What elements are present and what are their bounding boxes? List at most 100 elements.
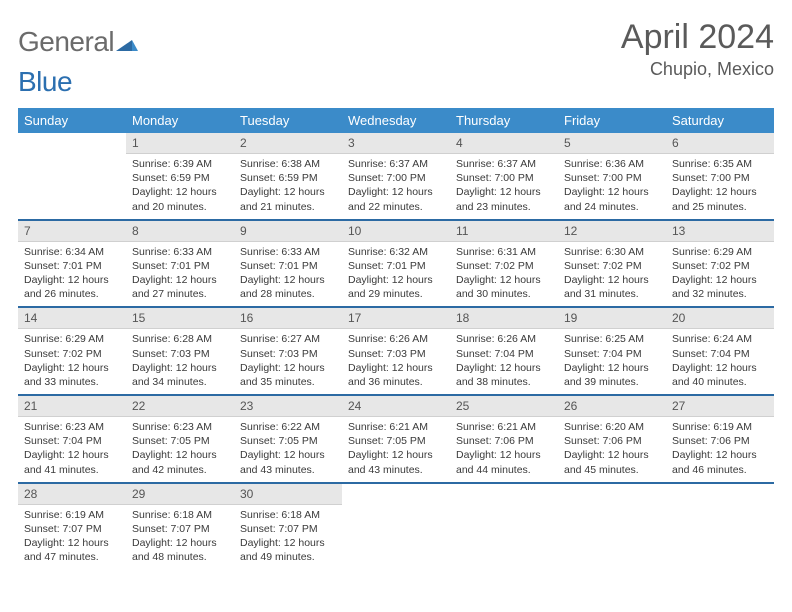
calendar-cell: 4Sunrise: 6:37 AMSunset: 7:00 PMDaylight… <box>450 133 558 220</box>
day-body: Sunrise: 6:25 AMSunset: 7:04 PMDaylight:… <box>558 329 666 394</box>
calendar-body: ..1Sunrise: 6:39 AMSunset: 6:59 PMDaylig… <box>18 133 774 569</box>
day-number: 3 <box>342 133 450 154</box>
calendar-cell: .. <box>18 133 126 220</box>
brand-word2: Blue <box>18 66 72 97</box>
day-number: 18 <box>450 308 558 329</box>
calendar-cell: 15Sunrise: 6:28 AMSunset: 7:03 PMDayligh… <box>126 307 234 395</box>
calendar-cell: .. <box>666 483 774 570</box>
calendar-week: 7Sunrise: 6:34 AMSunset: 7:01 PMDaylight… <box>18 220 774 308</box>
month-title: April 2024 <box>621 18 774 57</box>
day-number: 27 <box>666 396 774 417</box>
day-number: 13 <box>666 221 774 242</box>
location-text: Chupio, Mexico <box>621 59 774 80</box>
day-body: Sunrise: 6:23 AMSunset: 7:04 PMDaylight:… <box>18 417 126 482</box>
weekday-header: Friday <box>558 108 666 133</box>
day-number: 10 <box>342 221 450 242</box>
day-body: Sunrise: 6:36 AMSunset: 7:00 PMDaylight:… <box>558 154 666 219</box>
day-body: Sunrise: 6:23 AMSunset: 7:05 PMDaylight:… <box>126 417 234 482</box>
calendar-cell: 5Sunrise: 6:36 AMSunset: 7:00 PMDaylight… <box>558 133 666 220</box>
day-body: Sunrise: 6:32 AMSunset: 7:01 PMDaylight:… <box>342 242 450 307</box>
day-number: 17 <box>342 308 450 329</box>
day-number: 24 <box>342 396 450 417</box>
day-number: 28 <box>18 484 126 505</box>
calendar-cell: 24Sunrise: 6:21 AMSunset: 7:05 PMDayligh… <box>342 395 450 483</box>
day-body: Sunrise: 6:21 AMSunset: 7:05 PMDaylight:… <box>342 417 450 482</box>
day-body: Sunrise: 6:30 AMSunset: 7:02 PMDaylight:… <box>558 242 666 307</box>
logo-mark-icon <box>116 26 138 58</box>
day-number: 29 <box>126 484 234 505</box>
day-body: Sunrise: 6:33 AMSunset: 7:01 PMDaylight:… <box>234 242 342 307</box>
day-body: Sunrise: 6:18 AMSunset: 7:07 PMDaylight:… <box>126 505 234 570</box>
calendar-head: SundayMondayTuesdayWednesdayThursdayFrid… <box>18 108 774 133</box>
weekday-row: SundayMondayTuesdayWednesdayThursdayFrid… <box>18 108 774 133</box>
day-number: 23 <box>234 396 342 417</box>
calendar-cell: 29Sunrise: 6:18 AMSunset: 7:07 PMDayligh… <box>126 483 234 570</box>
day-number: 5 <box>558 133 666 154</box>
day-number: 12 <box>558 221 666 242</box>
calendar-cell: 19Sunrise: 6:25 AMSunset: 7:04 PMDayligh… <box>558 307 666 395</box>
day-number: 11 <box>450 221 558 242</box>
day-number: 30 <box>234 484 342 505</box>
calendar-cell: 18Sunrise: 6:26 AMSunset: 7:04 PMDayligh… <box>450 307 558 395</box>
day-number: 25 <box>450 396 558 417</box>
title-block: April 2024 Chupio, Mexico <box>621 18 774 80</box>
day-body: Sunrise: 6:37 AMSunset: 7:00 PMDaylight:… <box>450 154 558 219</box>
day-number: 16 <box>234 308 342 329</box>
day-body: Sunrise: 6:33 AMSunset: 7:01 PMDaylight:… <box>126 242 234 307</box>
calendar-cell: .. <box>450 483 558 570</box>
calendar-cell: 14Sunrise: 6:29 AMSunset: 7:02 PMDayligh… <box>18 307 126 395</box>
day-number: 15 <box>126 308 234 329</box>
day-body: Sunrise: 6:34 AMSunset: 7:01 PMDaylight:… <box>18 242 126 307</box>
calendar-cell: .. <box>342 483 450 570</box>
day-body: Sunrise: 6:27 AMSunset: 7:03 PMDaylight:… <box>234 329 342 394</box>
brand-logo: General Blue <box>18 18 138 98</box>
calendar-cell: 25Sunrise: 6:21 AMSunset: 7:06 PMDayligh… <box>450 395 558 483</box>
day-body: Sunrise: 6:26 AMSunset: 7:03 PMDaylight:… <box>342 329 450 394</box>
calendar-cell: 8Sunrise: 6:33 AMSunset: 7:01 PMDaylight… <box>126 220 234 308</box>
calendar-cell: 28Sunrise: 6:19 AMSunset: 7:07 PMDayligh… <box>18 483 126 570</box>
day-body: Sunrise: 6:38 AMSunset: 6:59 PMDaylight:… <box>234 154 342 219</box>
day-number: 21 <box>18 396 126 417</box>
day-number: 14 <box>18 308 126 329</box>
weekday-header: Sunday <box>18 108 126 133</box>
day-body: Sunrise: 6:35 AMSunset: 7:00 PMDaylight:… <box>666 154 774 219</box>
calendar-cell: 26Sunrise: 6:20 AMSunset: 7:06 PMDayligh… <box>558 395 666 483</box>
brand-text: General Blue <box>18 26 138 98</box>
day-number: 26 <box>558 396 666 417</box>
day-number: 20 <box>666 308 774 329</box>
day-body: Sunrise: 6:22 AMSunset: 7:05 PMDaylight:… <box>234 417 342 482</box>
weekday-header: Monday <box>126 108 234 133</box>
day-number: 6 <box>666 133 774 154</box>
day-body: Sunrise: 6:28 AMSunset: 7:03 PMDaylight:… <box>126 329 234 394</box>
weekday-header: Tuesday <box>234 108 342 133</box>
calendar-week: 21Sunrise: 6:23 AMSunset: 7:04 PMDayligh… <box>18 395 774 483</box>
calendar-cell: 2Sunrise: 6:38 AMSunset: 6:59 PMDaylight… <box>234 133 342 220</box>
day-body: Sunrise: 6:19 AMSunset: 7:06 PMDaylight:… <box>666 417 774 482</box>
day-number: 22 <box>126 396 234 417</box>
calendar-cell: 17Sunrise: 6:26 AMSunset: 7:03 PMDayligh… <box>342 307 450 395</box>
calendar-cell: 10Sunrise: 6:32 AMSunset: 7:01 PMDayligh… <box>342 220 450 308</box>
weekday-header: Thursday <box>450 108 558 133</box>
calendar-page: General Blue April 2024 Chupio, Mexico Su… <box>0 0 792 612</box>
day-number: 19 <box>558 308 666 329</box>
calendar-cell: 20Sunrise: 6:24 AMSunset: 7:04 PMDayligh… <box>666 307 774 395</box>
header: General Blue April 2024 Chupio, Mexico <box>18 18 774 98</box>
calendar-cell: 16Sunrise: 6:27 AMSunset: 7:03 PMDayligh… <box>234 307 342 395</box>
day-number: 1 <box>126 133 234 154</box>
day-body: Sunrise: 6:18 AMSunset: 7:07 PMDaylight:… <box>234 505 342 570</box>
day-number: 7 <box>18 221 126 242</box>
weekday-header: Wednesday <box>342 108 450 133</box>
day-body: Sunrise: 6:29 AMSunset: 7:02 PMDaylight:… <box>666 242 774 307</box>
day-number: 4 <box>450 133 558 154</box>
calendar-cell: 22Sunrise: 6:23 AMSunset: 7:05 PMDayligh… <box>126 395 234 483</box>
calendar-cell: 30Sunrise: 6:18 AMSunset: 7:07 PMDayligh… <box>234 483 342 570</box>
day-body: Sunrise: 6:39 AMSunset: 6:59 PMDaylight:… <box>126 154 234 219</box>
calendar-cell: 12Sunrise: 6:30 AMSunset: 7:02 PMDayligh… <box>558 220 666 308</box>
calendar-cell: 13Sunrise: 6:29 AMSunset: 7:02 PMDayligh… <box>666 220 774 308</box>
day-body: Sunrise: 6:20 AMSunset: 7:06 PMDaylight:… <box>558 417 666 482</box>
day-body: Sunrise: 6:31 AMSunset: 7:02 PMDaylight:… <box>450 242 558 307</box>
brand-word1: General <box>18 26 114 57</box>
calendar-cell: 6Sunrise: 6:35 AMSunset: 7:00 PMDaylight… <box>666 133 774 220</box>
calendar-cell: 3Sunrise: 6:37 AMSunset: 7:00 PMDaylight… <box>342 133 450 220</box>
day-body: Sunrise: 6:29 AMSunset: 7:02 PMDaylight:… <box>18 329 126 394</box>
